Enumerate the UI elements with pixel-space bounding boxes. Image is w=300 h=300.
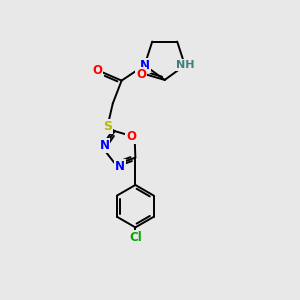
Text: Cl: Cl xyxy=(129,231,142,244)
Text: O: O xyxy=(126,130,136,143)
Text: O: O xyxy=(92,64,102,77)
Text: S: S xyxy=(103,120,112,133)
Text: N: N xyxy=(140,59,150,72)
Text: N: N xyxy=(100,139,110,152)
Text: NH: NH xyxy=(176,60,194,70)
Text: N: N xyxy=(115,160,125,173)
Text: O: O xyxy=(136,68,146,81)
